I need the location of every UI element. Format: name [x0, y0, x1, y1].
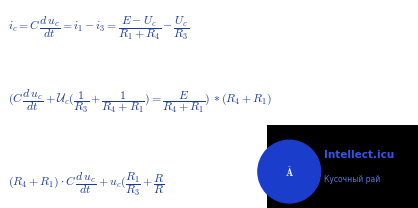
Text: Кусочный рай: Кусочный рай	[324, 175, 380, 184]
Text: $(R_4 + R_1) \cdot C\,\dfrac{d\,u_c}{dt} + u_c(\dfrac{R_1}{R_3} + \dfrac{R}{R}$: $(R_4 + R_1) \cdot C\,\dfrac{d\,u_c}{dt}…	[8, 171, 165, 198]
FancyBboxPatch shape	[267, 125, 418, 208]
Text: Intellect.icu: Intellect.icu	[324, 150, 394, 160]
Text: $\mathbf{\hat{A}}$: $\mathbf{\hat{A}}$	[285, 164, 294, 179]
Text: $(C\,\dfrac{d\,u_c}{dt} + \mathcal{U}_c(\dfrac{1}{R_3} + \dfrac{1}{R_4 + R_1}) =: $(C\,\dfrac{d\,u_c}{dt} + \mathcal{U}_c(…	[8, 87, 273, 115]
Text: $i_c = C\,\dfrac{d\,u_c}{dt} = i_1 - i_3 = \dfrac{E - U_c}{R_1 + R_4} - \dfrac{U: $i_c = C\,\dfrac{d\,u_c}{dt} = i_1 - i_3…	[8, 15, 190, 42]
Ellipse shape	[258, 140, 321, 203]
